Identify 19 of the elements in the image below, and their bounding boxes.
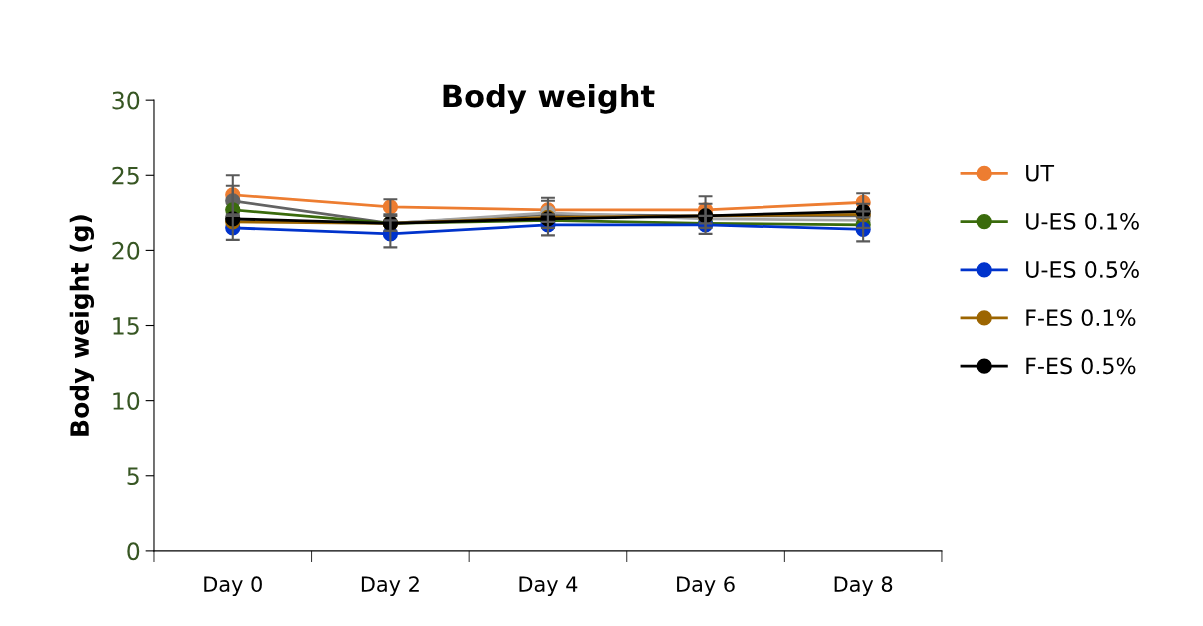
x-tick-label: Day 8 [834, 576, 893, 597]
legend-label: F-ES 0.1% [1026, 309, 1136, 327]
y-tick-label: 15 [113, 317, 139, 335]
y-tick-label: 25 [112, 166, 139, 185]
y-tick-label: 5 [127, 467, 139, 486]
legend-label: UT [1026, 165, 1055, 182]
y-tick-label: 20 [112, 241, 140, 260]
legend-label: U-ES 0.1% [1026, 212, 1139, 230]
y-tick-label: 0 [127, 542, 140, 561]
x-tick-label: Day 0 [204, 576, 262, 597]
chart-title: Body weight [443, 83, 655, 114]
y-axis-title: Body weight (g) [69, 215, 95, 436]
x-tick-label: Day 6 [677, 576, 735, 597]
y-tick-label: 10 [113, 392, 140, 410]
legend-label: U-ES 0.5% [1026, 261, 1139, 278]
x-tick-label: Day 2 [361, 576, 419, 597]
y-tick-label: 30 [112, 91, 140, 110]
x-tick-label: Day 4 [519, 576, 578, 597]
legend-label: F-ES 0.5% [1026, 357, 1136, 375]
